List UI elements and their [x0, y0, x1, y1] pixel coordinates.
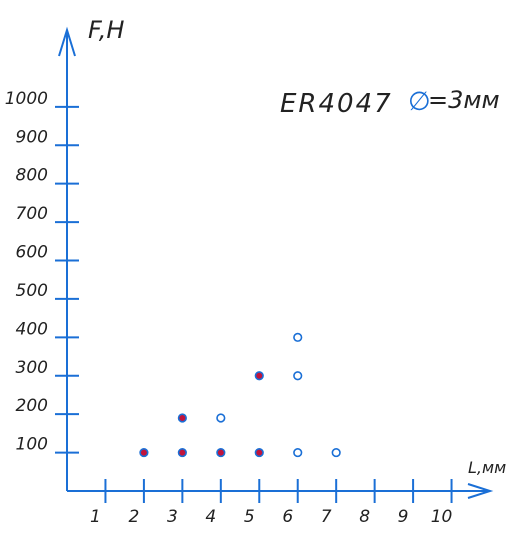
x-tick-label: 3	[167, 507, 178, 527]
point	[293, 332, 303, 342]
y-tick-label: 300	[16, 358, 48, 378]
x-tick-label: 6	[282, 507, 293, 527]
y-tick-label: 1000	[5, 89, 48, 109]
point	[254, 447, 264, 458]
x-tick-label: 10	[431, 507, 453, 527]
y-tick-label: 600	[16, 243, 48, 263]
x-tick-label: 1	[90, 507, 101, 527]
diameter-symbol: ∅	[408, 87, 431, 117]
y-tick-label: 800	[16, 166, 48, 186]
x-tick-label: 7	[321, 507, 332, 527]
x-axis-label: L,мм	[468, 458, 506, 477]
y-tick-label: 500	[16, 281, 48, 301]
point	[331, 447, 341, 458]
point	[216, 447, 226, 458]
y-axis-label: F,H	[88, 16, 124, 44]
x-tick-label: 8	[359, 507, 370, 527]
x-arrow	[467, 483, 494, 499]
y-tick-label: 900	[16, 127, 48, 147]
point	[216, 413, 226, 423]
x-tick-label: 9	[398, 507, 409, 527]
point	[293, 371, 303, 381]
point	[139, 447, 149, 458]
x-tick-label: 2	[128, 507, 139, 527]
y-tick-label: 100	[16, 435, 48, 455]
x-tick-label: 4	[205, 507, 216, 527]
point	[177, 447, 187, 458]
point	[254, 371, 264, 381]
y-tick-label: 400	[16, 319, 48, 339]
annotation: =3мм	[428, 86, 500, 114]
chart-title: ER4047	[280, 89, 393, 119]
y-tick-label: 200	[16, 396, 48, 416]
y-tick-label: 700	[16, 204, 48, 224]
x-tick-label: 5	[244, 507, 255, 527]
point	[293, 447, 303, 458]
y-arrow	[58, 26, 76, 57]
point	[177, 413, 187, 423]
